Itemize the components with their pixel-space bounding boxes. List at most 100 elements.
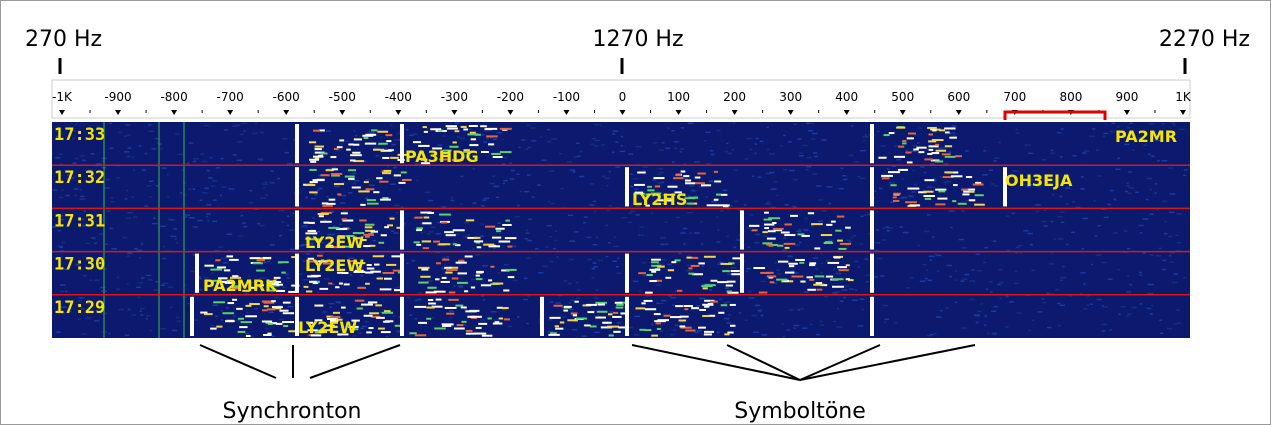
noise [810,323,813,326]
symbol-tone [451,268,458,271]
noise [990,183,995,185]
noise [118,131,123,134]
noise [108,332,111,335]
symbol-tone [485,225,496,228]
noise [909,195,914,198]
noise [860,215,864,217]
noise [1183,277,1187,279]
symbol-tone [717,204,730,207]
noise [1083,150,1090,152]
noise [885,226,889,228]
symbol-tone [314,319,323,322]
symbol-tone [927,126,937,129]
symbol-tone [218,280,231,283]
noise [154,137,161,140]
noise [348,192,353,194]
sync-tone [870,210,874,250]
symbol-tone [387,224,394,227]
symbol-tone [309,168,317,171]
noise [92,237,96,240]
noise [656,302,661,305]
symbol-tone [449,266,459,269]
noise [86,259,93,261]
noise [323,277,330,280]
noise [160,327,166,330]
symbol-tone [396,226,402,229]
noise [678,252,682,255]
noise [198,276,201,278]
symbol-tone [212,279,222,282]
noise [79,155,85,157]
symbol-tone [505,268,517,271]
noise [924,277,928,280]
noise [1138,224,1144,227]
noise [215,315,219,318]
symbol-tone [422,247,429,250]
symbol-tone [360,239,367,242]
noise [997,283,1001,286]
symbol-tone [647,185,652,188]
symbol-tone [353,138,362,141]
symbol-tone [354,299,365,302]
symbol-tone [370,270,381,273]
symbol-tone [490,265,495,268]
noise [260,197,266,199]
noise [704,282,711,285]
symbol-tone [256,259,266,262]
noise [770,188,777,190]
symbol-tone [950,175,963,178]
symbol-tone [905,151,912,154]
noise [200,153,205,155]
symbol-tone [720,304,728,307]
symbol-tone [431,305,443,308]
noise [81,308,85,310]
symbol-tone [448,291,456,294]
noise [360,274,364,277]
symbol-tone [688,267,693,270]
symbol-tone [389,217,395,220]
noise [744,158,749,160]
symbol-tone [924,179,935,182]
noise [240,214,244,217]
symbol-tone [276,289,286,292]
noise [1116,126,1120,128]
scale-label: 300 [779,90,802,104]
noise [176,320,181,322]
symbol-tone [442,324,452,327]
callsign: LY2HS [632,190,687,209]
noise [318,174,322,177]
symbol-tone [694,176,701,179]
symbol-tone [337,235,345,238]
noise [954,270,958,272]
symbol-tone [637,171,646,174]
symbol-tone [726,290,733,293]
symbol-tone [480,125,487,128]
noise [594,210,597,213]
noise [1097,175,1102,177]
noise [393,204,400,207]
noise [286,277,290,279]
sync-tone [400,124,404,164]
noise [657,173,662,175]
noise [124,198,128,200]
noise [605,255,609,258]
symbol-tone [820,234,833,237]
symbol-tone [365,133,377,136]
noise [674,290,678,292]
noise [860,149,867,152]
symbol-tone [467,133,479,136]
symbol-tone [657,319,669,322]
symbol-tone [644,329,652,332]
noise [682,227,688,230]
noise [443,256,446,259]
noise [810,122,814,125]
scale-label: 400 [835,90,858,104]
symbol-tone [273,276,281,279]
symbol-tone [748,224,760,227]
noise [1062,265,1066,268]
noise [1060,128,1064,130]
noise [569,308,574,311]
noise [309,324,314,326]
noise [86,311,90,314]
noise [998,141,1001,144]
